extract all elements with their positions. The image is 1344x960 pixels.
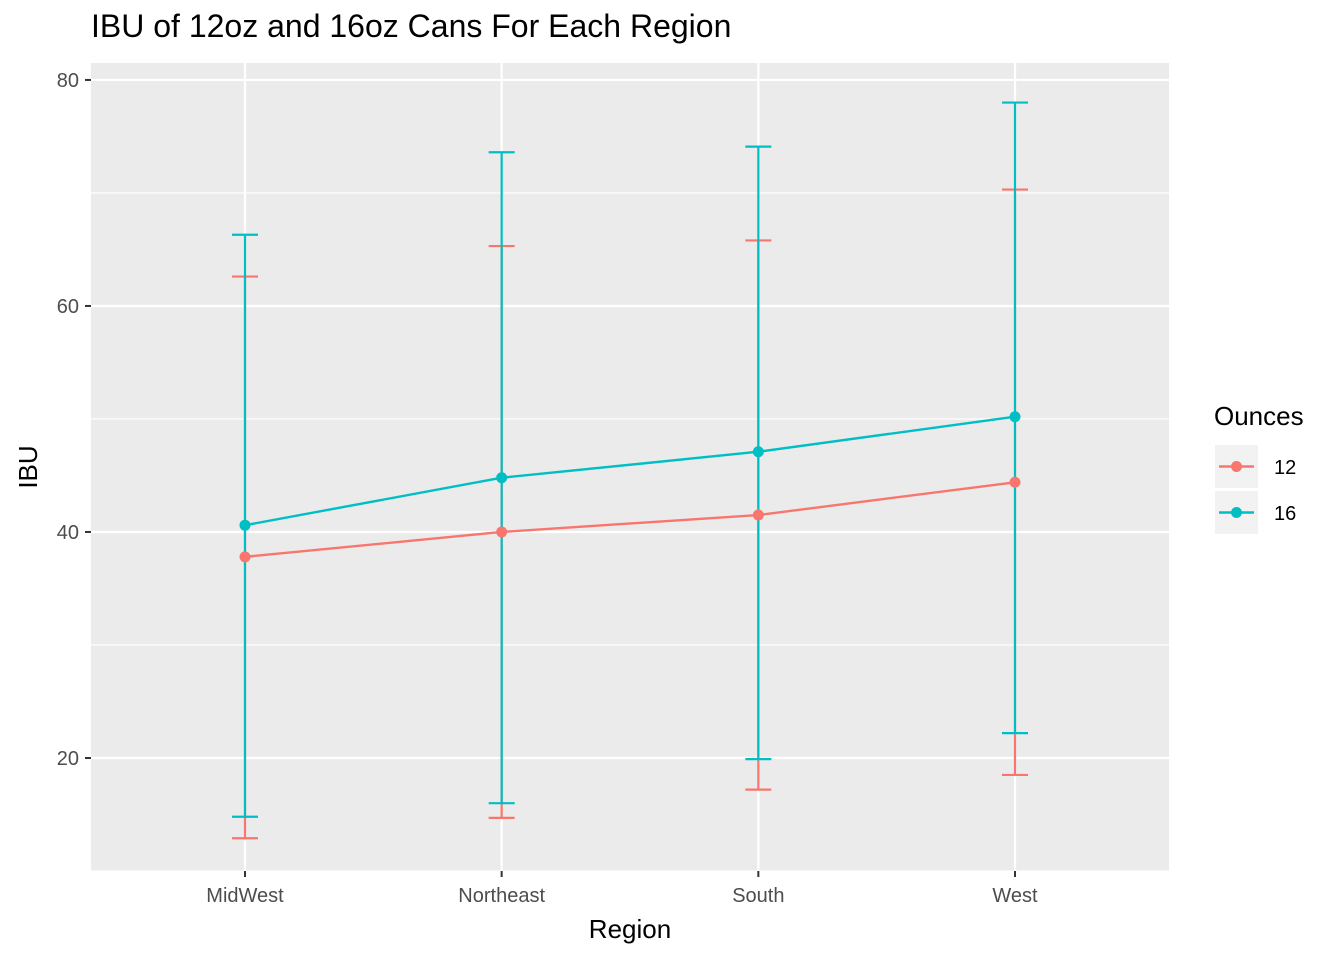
x-axis-title: Region <box>589 914 671 944</box>
legend-label: 16 <box>1274 503 1296 525</box>
x-tick-label: West <box>992 885 1038 907</box>
chart-title: IBU of 12oz and 16oz Cans For Each Regio… <box>91 8 732 44</box>
series-12-point <box>1009 476 1021 488</box>
y-tick-label: 40 <box>57 522 79 544</box>
series-16-point <box>496 472 508 484</box>
y-axis: 20 40 60 80 <box>57 70 91 770</box>
legend-label: 12 <box>1274 457 1296 479</box>
x-tick-label: MidWest <box>206 885 284 907</box>
series-12-point <box>239 551 251 563</box>
series-layer <box>232 101 1028 840</box>
y-tick-label: 20 <box>57 748 79 770</box>
series-16-point <box>239 519 251 531</box>
legend-key-point <box>1231 507 1242 518</box>
legend-title: Ounces <box>1214 401 1304 431</box>
x-tick-label: South <box>732 885 784 907</box>
series-12-point <box>496 526 508 538</box>
x-axis: MidWest Northeast South West <box>206 871 1038 907</box>
series-16-line <box>244 415 1016 527</box>
series-12-point <box>752 509 764 521</box>
series-16-point <box>1009 411 1021 423</box>
y-axis-title: IBU <box>13 445 43 488</box>
x-tick-label: Northeast <box>458 885 545 907</box>
y-tick-label: 60 <box>57 296 79 318</box>
grid-minor <box>91 192 1169 872</box>
series-12-line <box>244 481 1016 559</box>
legend: Ounces 12 16 <box>1214 401 1304 534</box>
y-tick-label: 80 <box>57 70 79 92</box>
legend-key-point <box>1231 461 1242 472</box>
series-16-point <box>752 446 764 458</box>
plot-panel <box>91 63 1169 871</box>
